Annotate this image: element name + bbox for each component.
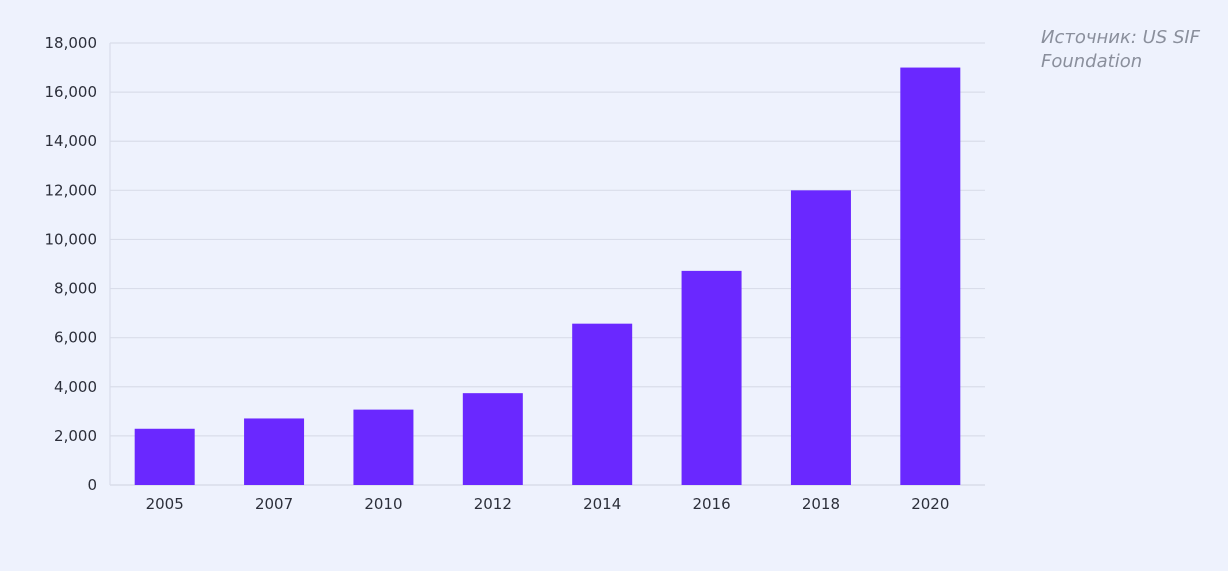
x-tick-label: 2010 (364, 495, 402, 513)
bar-2018 (790, 190, 851, 486)
bar-2014 (572, 323, 633, 485)
x-tick-label: 2012 (474, 495, 512, 513)
bar-2007 (244, 418, 305, 485)
y-tick-label: 10,000 (45, 230, 98, 248)
y-tick-label: 16,000 (45, 83, 98, 101)
y-tick-label: 18,000 (45, 34, 98, 52)
x-tick-label: 2014 (583, 495, 621, 513)
bars (134, 67, 961, 486)
y-tick-label: 4,000 (54, 378, 97, 396)
y-tick-label: 0 (87, 476, 97, 494)
x-tick-label: 2005 (146, 495, 184, 513)
bar-2020 (900, 67, 961, 486)
y-tick-label: 6,000 (54, 329, 97, 347)
x-tick-label: 2007 (255, 495, 293, 513)
x-axis-tick-labels: 2005 2007 2010 2012 2014 2016 2018 2020 (146, 495, 950, 513)
y-tick-label: 14,000 (45, 132, 98, 150)
bar-2012 (462, 393, 523, 485)
y-tick-label: 8,000 (54, 280, 97, 298)
bar-2010 (353, 409, 414, 485)
x-tick-label: 2016 (692, 495, 730, 513)
x-tick-label: 2018 (802, 495, 840, 513)
bar-2005 (134, 428, 195, 485)
y-tick-label: 12,000 (45, 181, 98, 199)
y-axis-tick-labels: 0 2,000 4,000 6,000 8,000 10,000 12,000 14,000 1… (45, 34, 98, 494)
y-tick-label: 2,000 (54, 427, 97, 445)
source-note: Источник: US SIF Foundation (1041, 27, 1201, 72)
grid-lines (110, 42, 985, 437)
bar-2016 (681, 270, 742, 485)
x-tick-label: 2020 (911, 495, 949, 513)
